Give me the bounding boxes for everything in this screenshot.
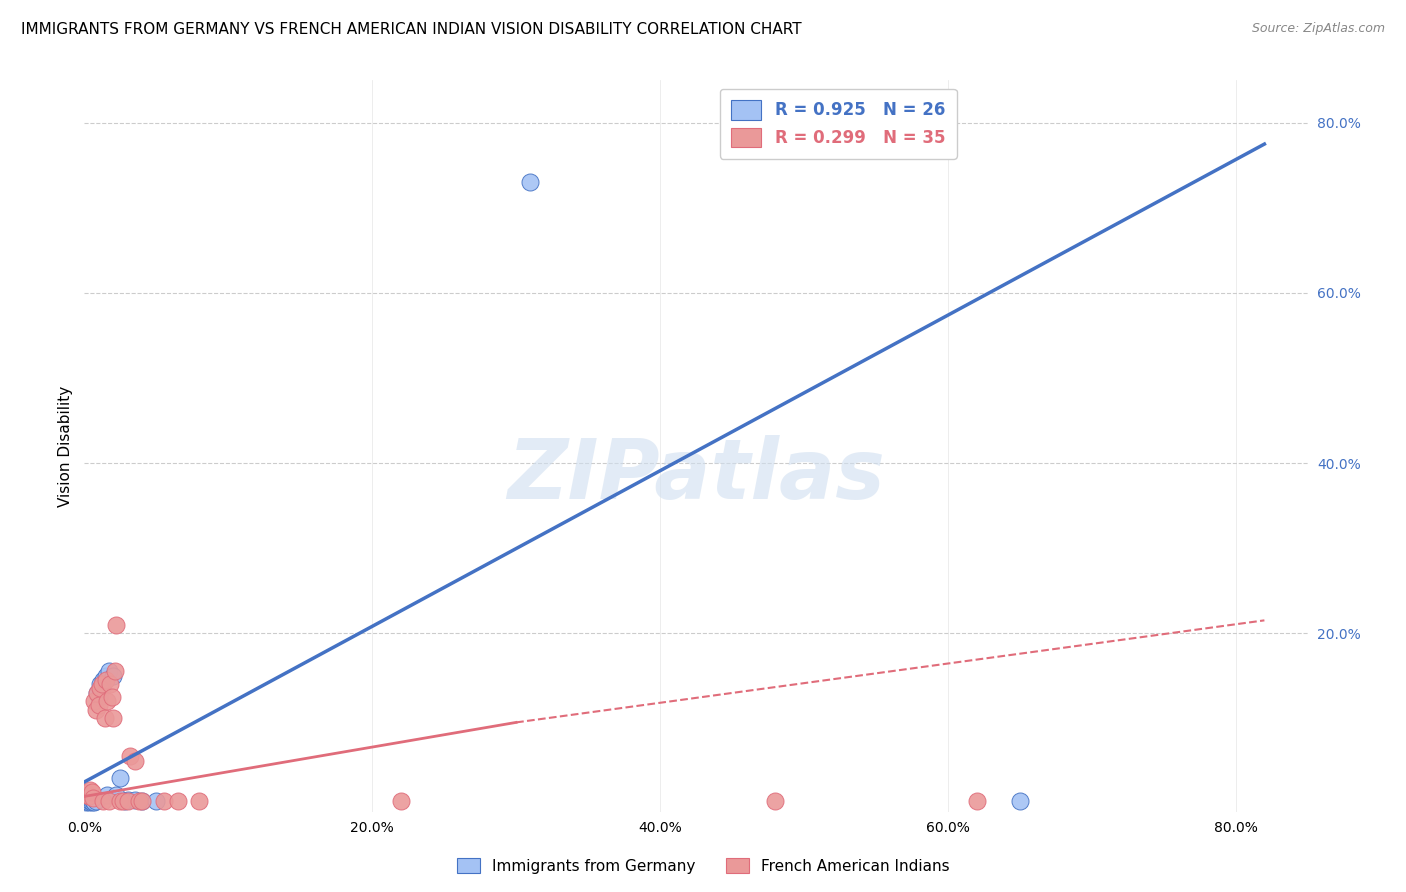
Point (101, 668, 124, 682)
Point (131, 794, 153, 808)
Point (91, 673, 114, 687)
Point (80, 795, 103, 809)
Point (82, 794, 104, 808)
Point (131, 794, 153, 808)
Point (105, 617, 128, 632)
Legend: Immigrants from Germany, French American Indians: Immigrants from Germany, French American… (450, 852, 956, 880)
Point (89, 677, 111, 691)
Point (114, 794, 136, 808)
Point (80, 785, 103, 799)
Point (763, 794, 786, 808)
Legend: R = 0.925   N = 26, R = 0.299   N = 35: R = 0.925 N = 26, R = 0.299 N = 35 (720, 88, 956, 159)
Point (75, 786, 97, 800)
Point (90, 677, 112, 691)
Point (83, 694, 105, 708)
Point (82, 791, 104, 805)
Point (188, 794, 211, 808)
Point (110, 794, 132, 808)
Point (519, 175, 541, 189)
Point (84, 703, 107, 717)
Point (94, 673, 117, 687)
Point (124, 754, 146, 768)
Text: Source: ZipAtlas.com: Source: ZipAtlas.com (1251, 22, 1385, 36)
Point (89, 681, 111, 696)
Y-axis label: Vision Disability: Vision Disability (58, 385, 73, 507)
Point (79, 783, 101, 797)
Point (79, 794, 101, 808)
Point (90, 681, 112, 696)
Point (112, 794, 135, 808)
Point (128, 794, 150, 808)
Point (77, 795, 100, 809)
Point (105, 788, 128, 802)
Point (389, 794, 412, 808)
Point (86, 686, 108, 700)
Point (120, 749, 142, 764)
Point (117, 793, 139, 807)
Point (96, 694, 118, 708)
Point (117, 794, 139, 808)
Point (97, 665, 120, 679)
Point (145, 794, 167, 808)
Point (84, 794, 107, 808)
Point (76, 794, 98, 808)
Text: IMMIGRANTS FROM GERMANY VS FRENCH AMERICAN INDIAN VISION DISABILITY CORRELATION : IMMIGRANTS FROM GERMANY VS FRENCH AMERIC… (21, 22, 801, 37)
Point (110, 771, 132, 785)
Point (86, 686, 108, 700)
Point (167, 794, 190, 808)
Point (97, 794, 120, 808)
Point (103, 665, 125, 679)
Point (77, 789, 100, 804)
Point (93, 711, 115, 725)
Point (966, 794, 988, 808)
Point (124, 793, 146, 807)
Point (87, 698, 110, 713)
Point (96, 788, 118, 802)
Point (83, 795, 105, 809)
Point (100, 690, 122, 704)
Point (76, 788, 98, 802)
Point (94, 668, 117, 682)
Text: ZIPatlas: ZIPatlas (508, 434, 884, 516)
Point (75, 795, 97, 809)
Point (1008, 794, 1031, 808)
Point (91, 794, 114, 808)
Point (152, 794, 174, 808)
Point (101, 711, 124, 725)
Point (87, 690, 110, 704)
Point (98, 677, 121, 691)
